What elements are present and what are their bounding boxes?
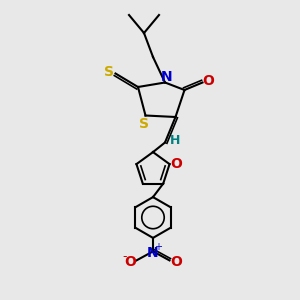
Text: O: O bbox=[202, 74, 214, 88]
Text: O: O bbox=[170, 255, 182, 269]
Text: N: N bbox=[147, 246, 159, 260]
Text: +: + bbox=[154, 242, 162, 252]
Text: -: - bbox=[123, 250, 127, 263]
Text: S: S bbox=[139, 117, 149, 131]
Text: H: H bbox=[170, 134, 181, 148]
Text: N: N bbox=[161, 70, 172, 84]
Text: O: O bbox=[124, 255, 136, 269]
Text: S: S bbox=[104, 65, 114, 79]
Text: O: O bbox=[170, 157, 182, 171]
